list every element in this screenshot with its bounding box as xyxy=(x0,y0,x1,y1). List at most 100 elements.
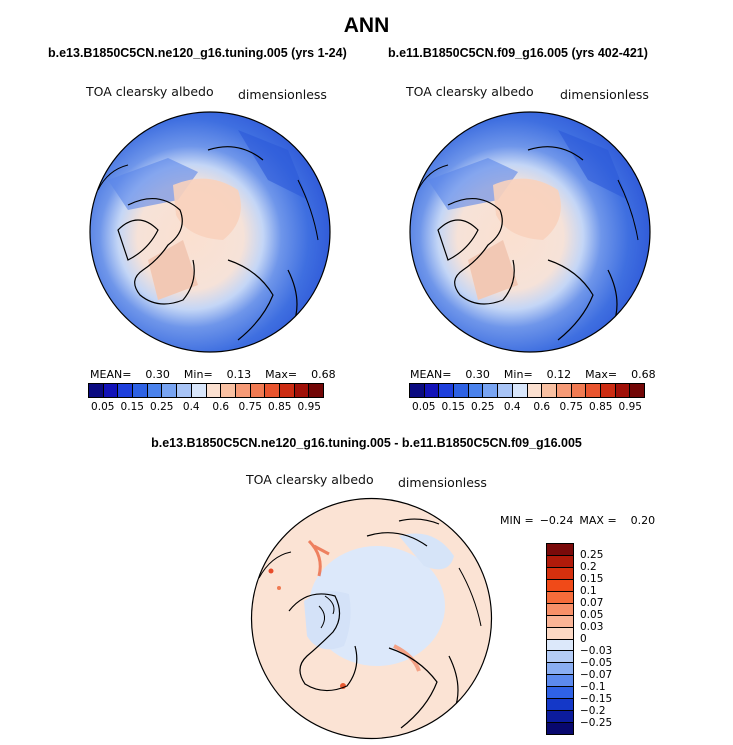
colorbar-tick-label: 0.4 xyxy=(182,401,200,413)
panel1-colorbar-ticks: 0.05 0.15 0.25 0.4 0.6 0.75 0.85 0.95 xyxy=(88,398,324,413)
colorbar-swatch xyxy=(600,384,616,397)
colorbar-swatch xyxy=(527,384,543,397)
colorbar-swatch xyxy=(615,384,631,397)
panel1-units-label: dimensionless xyxy=(238,87,327,102)
panel2-case-title: b.e11.B1850C5CN.f09_g16.005 (yrs 402-421… xyxy=(388,46,648,60)
colorbar-swatch xyxy=(279,384,295,397)
colorbar-swatch xyxy=(547,567,573,580)
panel2-colorbar-wrap: 0.05 0.15 0.25 0.4 0.6 0.75 0.85 0.95 xyxy=(409,383,645,413)
panel1-colorbar xyxy=(88,383,324,398)
colorbar-swatch xyxy=(410,384,425,397)
colorbar-tick-label: −0.15 xyxy=(580,693,613,705)
colorbar-tick-label: 0.25 xyxy=(471,401,495,413)
panel2-variable-label: TOA clearsky albedo xyxy=(406,84,534,99)
colorbar-tick-label: −0.25 xyxy=(580,717,613,729)
panel2-units-label: dimensionless xyxy=(560,87,649,102)
colorbar-swatch xyxy=(250,384,266,397)
colorbar-tick-label: 0.85 xyxy=(268,401,292,413)
panel1-mean-label: MEAN= xyxy=(90,368,132,381)
colorbar-tick-label: 0.03 xyxy=(580,621,604,633)
colorbar-tick-label: 0.05 xyxy=(580,609,604,621)
panel2-stats: MEAN= 0.30 Min= 0.12 Max= 0.68 xyxy=(410,368,670,381)
colorbar-swatch xyxy=(556,384,572,397)
colorbar-swatch xyxy=(547,723,573,734)
colorbar-swatch xyxy=(294,384,310,397)
colorbar-swatch xyxy=(309,384,323,397)
colorbar-tick-label: 0.15 xyxy=(441,401,465,413)
colorbar-swatch xyxy=(547,639,573,652)
difference-title: b.e13.B1850C5CN.ne120_g16.tuning.005 - b… xyxy=(151,436,582,450)
colorbar-swatch xyxy=(439,384,455,397)
colorbar-swatch xyxy=(547,675,573,688)
colorbar-swatch xyxy=(547,711,573,724)
colorbar-swatch xyxy=(118,384,134,397)
colorbar-swatch xyxy=(235,384,251,397)
panel1-variable-label: TOA clearsky albedo xyxy=(86,84,214,99)
panel2-min-label: Min= xyxy=(503,368,533,381)
panel2-polar-map xyxy=(409,111,651,353)
colorbar-swatch xyxy=(571,384,587,397)
colorbar-swatch xyxy=(512,384,528,397)
panel1-max-value: 0.68 xyxy=(311,368,336,381)
panel2-mean-value: 0.30 xyxy=(465,368,490,381)
colorbar-tick-label: 0.85 xyxy=(589,401,613,413)
colorbar-swatch xyxy=(498,384,513,397)
colorbar-tick-label: −0.2 xyxy=(580,705,606,717)
colorbar-swatch xyxy=(547,544,573,556)
colorbar-swatch xyxy=(162,384,178,397)
coastline xyxy=(447,198,515,305)
difference-polar-map xyxy=(250,497,493,740)
colorbar-tick-label: 0.15 xyxy=(580,573,604,585)
colorbar-swatch xyxy=(177,384,192,397)
colorbar-tick-label: 0.05 xyxy=(91,401,115,413)
colorbar-tick-label: 0.4 xyxy=(503,401,521,413)
colorbar-tick-label: −0.1 xyxy=(580,681,606,693)
colorbar-swatch xyxy=(547,687,573,700)
difference-colorbar-ticks: 0.25 0.2 0.15 0.1 0.07 0.05 0.03 0 −0.03 −0.05 −0.… xyxy=(580,543,640,735)
difference-units-label: dimensionless xyxy=(398,475,487,490)
panel1-colorbar-wrap: 0.05 0.15 0.25 0.4 0.6 0.75 0.85 0.95 xyxy=(88,383,324,413)
colorbar-tick-label: 0.95 xyxy=(618,401,642,413)
coastline xyxy=(127,198,195,305)
panel1-min-value: 0.13 xyxy=(226,368,252,381)
colorbar-tick-label: 0.75 xyxy=(238,401,262,413)
difference-variable-label: TOA clearsky albedo xyxy=(246,472,374,487)
colorbar-swatch xyxy=(206,384,222,397)
panel2-mean-label: MEAN= xyxy=(410,368,452,381)
colorbar-swatch xyxy=(265,384,280,397)
colorbar-tick-label: 0.6 xyxy=(533,401,551,413)
colorbar-tick-label: 0.2 xyxy=(580,561,597,573)
difference-max-label: MAX = xyxy=(579,514,617,527)
colorbar-swatch xyxy=(542,384,557,397)
colorbar-tick-label: 0.75 xyxy=(559,401,583,413)
colorbar-swatch xyxy=(483,384,499,397)
panel1-stats: MEAN= 0.30 Min= 0.13 Max= 0.68 xyxy=(90,368,350,381)
colorbar-tick-label: 0.25 xyxy=(150,401,174,413)
colorbar-swatch xyxy=(547,591,573,604)
figure-title: ANN xyxy=(343,14,390,37)
colorbar-swatch xyxy=(547,579,573,592)
colorbar-swatch xyxy=(547,615,573,628)
colorbar-tick-label: 0.95 xyxy=(297,401,321,413)
colorbar-swatch xyxy=(547,555,573,568)
coastline xyxy=(288,593,358,692)
difference-stats: MIN = −0.24 MAX = 0.20 xyxy=(500,514,669,527)
difference-max-value: 0.20 xyxy=(630,514,656,527)
colorbar-tick-label: 0.1 xyxy=(580,585,597,597)
colorbar-swatch xyxy=(147,384,163,397)
panel2-colorbar xyxy=(409,383,645,398)
colorbar-tick-label: −0.07 xyxy=(580,669,613,681)
colorbar-swatch xyxy=(547,663,573,676)
colorbar-tick-label: −0.05 xyxy=(580,657,613,669)
colorbar-tick-label: 0.25 xyxy=(580,549,604,561)
panel1-mean-value: 0.30 xyxy=(145,368,170,381)
panel1-max-label: Max= xyxy=(265,368,298,381)
difference-colorbar xyxy=(546,543,574,735)
colorbar-swatch xyxy=(547,627,573,640)
colorbar-swatch xyxy=(586,384,601,397)
colorbar-swatch xyxy=(221,384,236,397)
colorbar-swatch xyxy=(191,384,207,397)
colorbar-swatch xyxy=(424,384,440,397)
colorbar-tick-label: 0.05 xyxy=(412,401,436,413)
panel1-case-title: b.e13.B1850C5CN.ne120_g16.tuning.005 (yr… xyxy=(48,46,347,60)
